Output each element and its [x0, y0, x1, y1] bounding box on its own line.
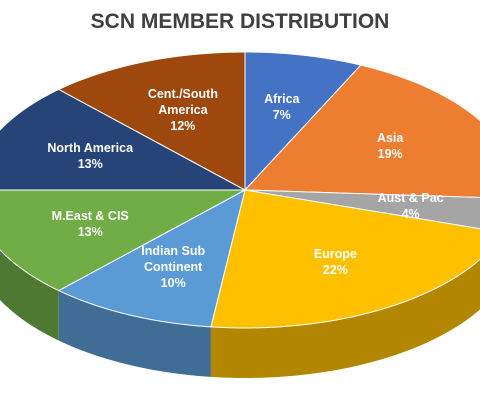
category-label: Indian Sub Continent	[141, 244, 206, 275]
slice-side	[0, 249, 59, 341]
category-label: M.East & CIS	[51, 208, 129, 223]
slice-label: North America 13%	[38, 140, 142, 172]
slice	[57, 51, 246, 191]
value-label: 12%	[170, 119, 196, 134]
category-label: North America	[47, 141, 134, 156]
category-label: Asia	[376, 131, 404, 146]
value-label: 4%	[401, 207, 420, 222]
slice-label: Cent./South America 12%	[131, 86, 235, 134]
category-label: Aust & Pac	[377, 191, 444, 206]
slice-label: Aust & Pac 4%	[359, 190, 463, 222]
slice-label: Europe 22%	[283, 246, 387, 278]
value-label: 22%	[322, 263, 348, 278]
value-label: 13%	[77, 224, 103, 239]
value-label: 10%	[160, 276, 186, 291]
slice-label: Asia 19%	[338, 130, 442, 162]
slice	[244, 51, 362, 192]
slice	[57, 189, 246, 328]
value-label: 7%	[272, 107, 291, 122]
value-label: 19%	[377, 147, 403, 162]
slice-label: M.East & CIS 13%	[38, 208, 142, 240]
slice	[0, 189, 246, 292]
category-label: Cent./South America	[147, 87, 218, 118]
category-label: Europe	[313, 247, 357, 262]
category-label: Africa	[264, 91, 300, 106]
slice	[210, 189, 480, 329]
slice	[0, 88, 246, 191]
slice-label: Indian Sub Continent 10%	[121, 243, 225, 291]
value-label: 13%	[77, 157, 103, 172]
chart-title: SCN MEMBER DISTRIBUTION	[90, 10, 390, 33]
slice-side	[58, 290, 211, 377]
slice	[243, 64, 480, 199]
slice-label: Africa 7%	[230, 91, 334, 123]
